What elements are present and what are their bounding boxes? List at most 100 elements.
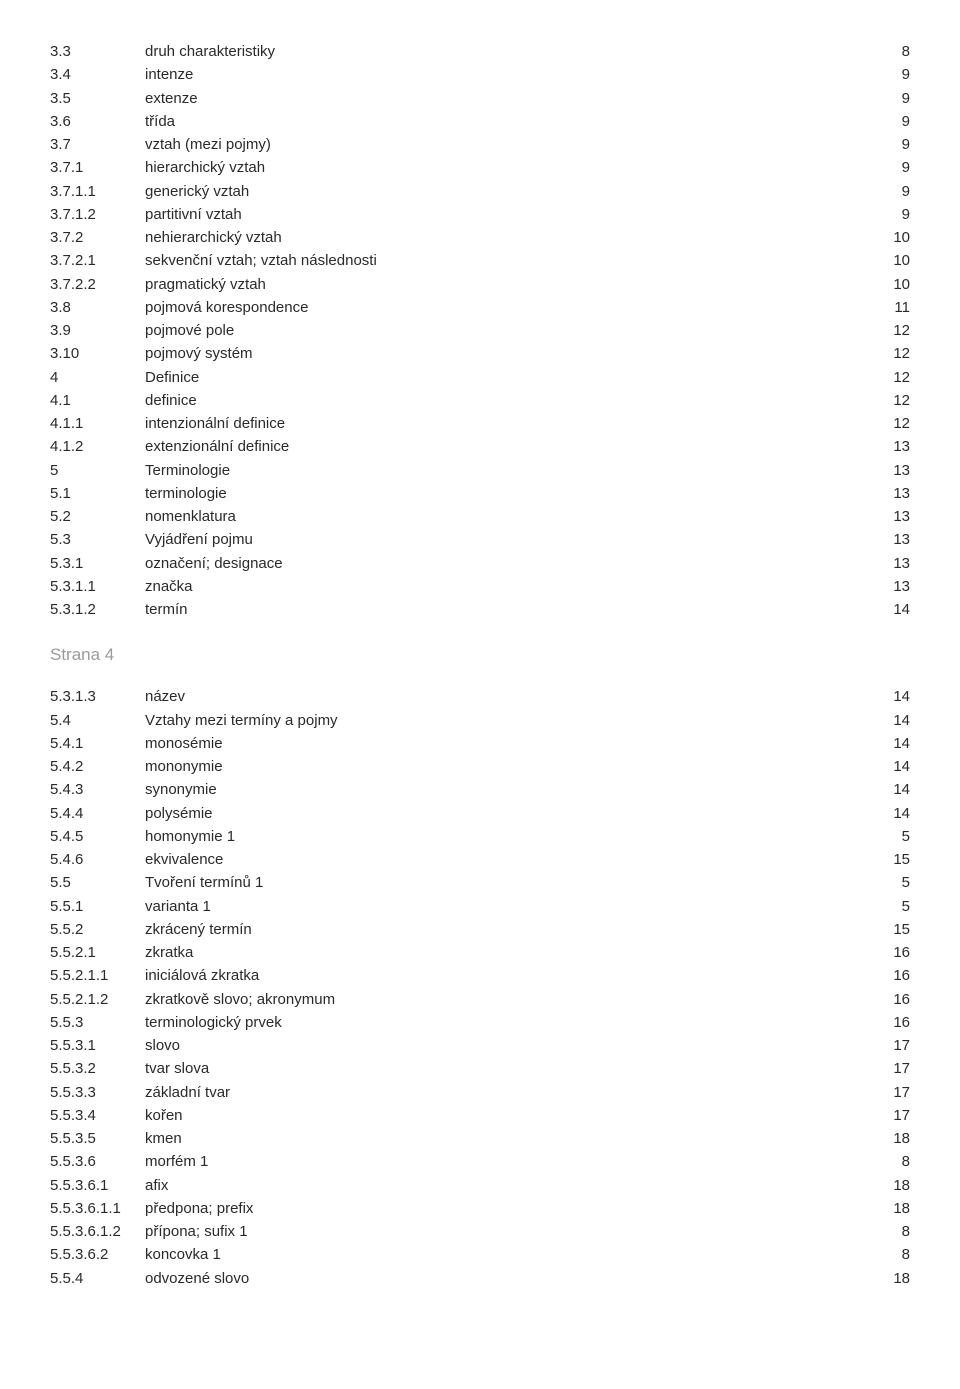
toc-page: 13 [870, 459, 910, 482]
toc-number: 5.5.2 [50, 918, 145, 941]
toc-row: 3.8pojmová korespondence11 [50, 296, 910, 319]
toc-title: Tvoření termínů 1 [145, 871, 870, 894]
toc-number: 5.5.3.2 [50, 1057, 145, 1080]
toc-row: 5.4.1monosémie14 [50, 732, 910, 755]
toc-page: 9 [870, 110, 910, 133]
toc-page: 8 [870, 1243, 910, 1266]
toc-title: zkratkově slovo; akronymum [145, 988, 870, 1011]
toc-page: 13 [870, 505, 910, 528]
toc-title: předpona; prefix [145, 1197, 870, 1220]
toc-page: 8 [870, 1150, 910, 1173]
toc-number: 3.9 [50, 319, 145, 342]
toc-title: monosémie [145, 732, 870, 755]
toc-number: 5 [50, 459, 145, 482]
toc-row: 5.1terminologie13 [50, 482, 910, 505]
toc-page: 16 [870, 988, 910, 1011]
toc-title: název [145, 685, 870, 708]
toc-title: přípona; sufix 1 [145, 1220, 870, 1243]
toc-page: 12 [870, 412, 910, 435]
toc-number: 5.5.3.6.2 [50, 1243, 145, 1266]
toc-title: Vztahy mezi termíny a pojmy [145, 709, 870, 732]
toc-page: 16 [870, 941, 910, 964]
toc-number: 5.5.2.1 [50, 941, 145, 964]
toc-number: 4 [50, 366, 145, 389]
toc-number: 5.5 [50, 871, 145, 894]
toc-number: 5.5.3.3 [50, 1081, 145, 1104]
toc-page: 13 [870, 575, 910, 598]
toc-title: Terminologie [145, 459, 870, 482]
toc-row: 3.10pojmový systém12 [50, 342, 910, 365]
toc-row: 5.5.1varianta 15 [50, 895, 910, 918]
toc-page: 12 [870, 389, 910, 412]
toc-page: 9 [870, 87, 910, 110]
toc-number: 3.7.2.2 [50, 273, 145, 296]
toc-title: morfém 1 [145, 1150, 870, 1173]
toc-title: ekvivalence [145, 848, 870, 871]
toc-number: 5.4.2 [50, 755, 145, 778]
toc-page: 10 [870, 249, 910, 272]
toc-title: vztah (mezi pojmy) [145, 133, 870, 156]
toc-number: 5.5.3.1 [50, 1034, 145, 1057]
toc-page: 17 [870, 1057, 910, 1080]
toc-section-2: 5.3.1.3název145.4Vztahy mezi termíny a p… [50, 685, 910, 1290]
toc-title: afix [145, 1174, 870, 1197]
toc-number: 4.1.1 [50, 412, 145, 435]
toc-title: intenze [145, 63, 870, 86]
toc-row: 5.5.3.6.1afix18 [50, 1174, 910, 1197]
toc-title: pojmové pole [145, 319, 870, 342]
toc-title: hierarchický vztah [145, 156, 870, 179]
toc-number: 3.6 [50, 110, 145, 133]
toc-page: 17 [870, 1081, 910, 1104]
toc-number: 4.1 [50, 389, 145, 412]
toc-row: 5.5.3.6.1.1předpona; prefix18 [50, 1197, 910, 1220]
toc-title: generický vztah [145, 180, 870, 203]
toc-number: 3.7.2 [50, 226, 145, 249]
toc-title: definice [145, 389, 870, 412]
toc-title: homonymie 1 [145, 825, 870, 848]
toc-row: 4.1.2extenzionální definice13 [50, 435, 910, 458]
toc-title: terminologický prvek [145, 1011, 870, 1034]
toc-row: 5.4.5homonymie 15 [50, 825, 910, 848]
toc-page: 9 [870, 203, 910, 226]
toc-page: 18 [870, 1127, 910, 1150]
toc-number: 5.3.1 [50, 552, 145, 575]
toc-number: 5.3 [50, 528, 145, 551]
toc-number: 5.5.3.6.1.2 [50, 1220, 145, 1243]
toc-page: 17 [870, 1104, 910, 1127]
toc-title: mononymie [145, 755, 870, 778]
toc-number: 5.1 [50, 482, 145, 505]
toc-number: 5.4.3 [50, 778, 145, 801]
toc-number: 5.4.5 [50, 825, 145, 848]
toc-row: 3.7.2nehierarchický vztah10 [50, 226, 910, 249]
toc-page: 13 [870, 435, 910, 458]
toc-page: 8 [870, 1220, 910, 1243]
toc-number: 3.10 [50, 342, 145, 365]
toc-title: Definice [145, 366, 870, 389]
toc-number: 5.5.3.6 [50, 1150, 145, 1173]
toc-title: pojmová korespondence [145, 296, 870, 319]
toc-row: 3.7.2.1sekvenční vztah; vztah následnost… [50, 249, 910, 272]
toc-title: extenze [145, 87, 870, 110]
toc-title: kmen [145, 1127, 870, 1150]
toc-page: 11 [870, 296, 910, 319]
toc-page: 16 [870, 964, 910, 987]
toc-title: třída [145, 110, 870, 133]
toc-title: partitivní vztah [145, 203, 870, 226]
toc-number: 5.5.3.4 [50, 1104, 145, 1127]
toc-page: 18 [870, 1267, 910, 1290]
toc-title: kořen [145, 1104, 870, 1127]
toc-row: 3.4intenze9 [50, 63, 910, 86]
toc-title: synonymie [145, 778, 870, 801]
toc-title: termín [145, 598, 870, 621]
toc-number: 3.7.2.1 [50, 249, 145, 272]
toc-row: 5.3Vyjádření pojmu13 [50, 528, 910, 551]
toc-page: 9 [870, 133, 910, 156]
toc-title: Vyjádření pojmu [145, 528, 870, 551]
toc-row: 5.3.1.3název14 [50, 685, 910, 708]
toc-page: 10 [870, 273, 910, 296]
toc-row: 5.5.3.6morfém 18 [50, 1150, 910, 1173]
toc-page: 15 [870, 918, 910, 941]
toc-page: 8 [870, 40, 910, 63]
toc-title: zkratka [145, 941, 870, 964]
toc-number: 3.7.1.2 [50, 203, 145, 226]
